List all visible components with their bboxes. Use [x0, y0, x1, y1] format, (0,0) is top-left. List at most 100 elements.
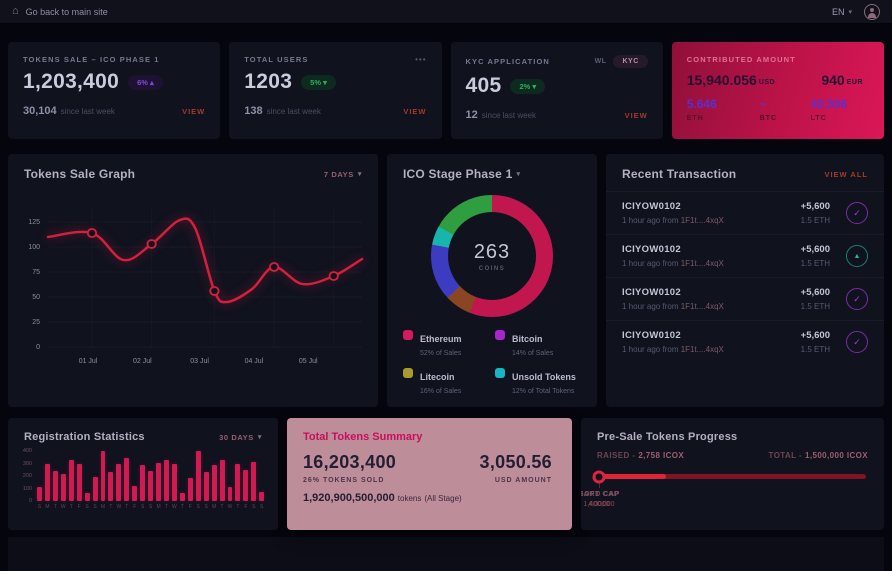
softcap-label: SOFT CAP 4,0000	[581, 491, 620, 508]
back-to-main-site-link[interactable]: ⌂ Go back to main site	[12, 6, 108, 17]
recent-transaction-panel: Recent Transaction VIEW ALL ICIYOW0102 1…	[606, 154, 884, 407]
y-tick-label: 75	[32, 269, 40, 276]
transaction-row[interactable]: ICIYOW0102 1 hour ago from 1F1t....4xqX …	[606, 320, 884, 363]
transaction-row[interactable]: ICIYOW0102 1 hour ago from 1F1t....4xqX …	[606, 234, 884, 277]
donut-center: 263 COINS	[448, 212, 536, 300]
registration-bar	[37, 487, 42, 501]
view-all-link[interactable]: VIEW ALL	[824, 169, 868, 179]
registration-bar	[84, 492, 90, 501]
total-users-view-link[interactable]: VIEW	[403, 107, 427, 116]
transaction-status-check-icon: ✓	[846, 202, 868, 224]
bar-y-label: 0	[28, 498, 32, 504]
bar-x-label: M	[156, 504, 161, 510]
contributed-amount-card: CONTRIBUTED AMOUNT 15,940.056 USD 940 EUR …	[671, 42, 884, 139]
bar-x-label: T	[69, 504, 73, 510]
tokens-sale-value: 1,203,400	[23, 70, 120, 93]
tokens-graph-range-dropdown[interactable]: 7 DAYS ▾	[323, 169, 362, 179]
registration-bar	[76, 463, 82, 501]
legend-item-ethereum: Ethereum 52% of Sales	[403, 329, 489, 357]
registration-range-dropdown[interactable]: 30 DAYS ▾	[219, 432, 262, 442]
presale-progress-panel: Pre-Sale Tokens Progress RAISED -2,758 I…	[581, 418, 884, 530]
bar-x-label: S	[260, 504, 264, 510]
chevron-down-icon: ▾	[516, 171, 521, 178]
bar-x-label: F	[133, 504, 137, 510]
tokens-sale-trend-badge: 6% ▴	[128, 74, 163, 90]
bar-x-label: M	[212, 504, 217, 510]
kyc-label: KYC APPLICATION	[465, 57, 550, 66]
chevron-down-icon: ▾	[257, 434, 262, 441]
bar-x-label: W	[60, 504, 66, 510]
kyc-toggle[interactable]: KYC	[613, 55, 648, 68]
hardcap-label: HARD CAP 1,400,000	[581, 491, 620, 508]
presale-slider-handle[interactable]	[592, 470, 606, 483]
bar-x-label: W	[227, 504, 233, 510]
bar-x-label: F	[244, 504, 248, 510]
registration-bar	[52, 470, 58, 501]
hardcap-tick	[599, 483, 600, 488]
tokens-line-xaxis: 01 Jul 02 Jul 03 Jul 04 Jul 05 Jul	[48, 355, 334, 371]
x-tick-label: 03 Jul	[190, 358, 209, 365]
legend-item-bitcoin: Bitcoin 14% of Sales	[495, 329, 581, 357]
bar-x-label: S	[37, 504, 42, 510]
registration-bar	[100, 451, 106, 501]
contributed-usd: 15,940.056 USD	[686, 72, 776, 88]
language-selector[interactable]: EN ▾	[832, 7, 852, 17]
registration-bar	[60, 474, 66, 501]
contributed-btc: ~ BTC	[759, 97, 778, 122]
more-options-icon[interactable]: •••	[415, 55, 427, 64]
legend-item-litecoin: Litecoin 16% of Sales	[403, 367, 489, 395]
registration-title: Registration Statistics	[24, 431, 145, 443]
tokens-graph-title: Tokens Sale Graph	[24, 167, 136, 181]
contributed-label: CONTRIBUTED AMOUNT	[686, 55, 796, 64]
presale-cap-labels: SOFT CAP 4,0000 HARD CAP 1,400,000	[581, 481, 866, 511]
presale-title: Pre-Sale Tokens Progress	[597, 431, 738, 443]
bar-x-label: S	[85, 504, 89, 510]
back-label: Go back to main site	[25, 6, 108, 17]
kyc-trend-badge: 2% ▾	[510, 78, 546, 94]
wl-toggle[interactable]: WL	[594, 58, 607, 65]
ico-donut-chart: 263 COINS	[431, 195, 553, 317]
bar-x-label: S	[204, 504, 208, 510]
y-tick-label: 0	[36, 344, 40, 351]
summary-tokens: 16,203,400 26% TOKENS SOLD	[303, 452, 397, 484]
bar-x-label: F	[188, 504, 192, 510]
registration-bar	[251, 462, 257, 501]
x-tick-label: 05 Jul	[298, 358, 318, 365]
tokens-line-yaxis: 0 25 50 75 100 125	[20, 201, 40, 351]
bottom-row: Registration Statistics 30 DAYS ▾ 0 100 200…	[8, 418, 884, 530]
tokens-sale-delta: 30,104 since last week	[23, 105, 115, 117]
home-icon: ⌂	[12, 5, 19, 17]
tokens-sale-card: TOKENS SALE – ICO PHASE 1 1,203,400 6% ▴…	[8, 42, 221, 139]
registration-bar	[187, 478, 193, 501]
kyc-application-card: KYC APPLICATION WL KYC 405 2% ▾ 12 since …	[450, 42, 663, 139]
registration-bar	[171, 463, 177, 501]
x-tick-label: 01 Jul	[78, 358, 98, 365]
y-tick-label: 125	[28, 219, 40, 226]
legend-swatch	[495, 368, 505, 378]
registration-bar	[140, 465, 146, 501]
registration-bar	[203, 471, 209, 501]
tokens-sale-label: TOKENS SALE – ICO PHASE 1	[23, 55, 160, 64]
ico-stage-dropdown[interactable]: ICO Stage Phase 1 ▾	[403, 167, 521, 181]
user-avatar[interactable]	[864, 3, 880, 20]
transaction-row[interactable]: ICIYOW0102 1 hour ago from 1F1t....4xqX …	[606, 277, 884, 320]
middle-row: Tokens Sale Graph 7 DAYS ▾ 0 25 50 75 100 125 …	[8, 154, 884, 407]
bar-x-label: T	[109, 504, 113, 510]
donut-center-value: 263	[473, 240, 511, 263]
transaction-row[interactable]: ICIYOW0102 1 hour ago from 1F1t....4xqX …	[606, 191, 884, 234]
contributed-eth: 5.646 ETH	[686, 97, 717, 122]
total-tokens-summary-card: Total Tokens Summary 16,203,400 26% TOKE…	[287, 418, 572, 530]
bar-x-label: M	[100, 504, 106, 510]
tokens-line-plot	[46, 201, 364, 351]
contributed-ltc: 40.506 LTC	[810, 97, 848, 122]
registration-bars-plot	[37, 449, 265, 501]
kyc-view-link[interactable]: VIEW	[624, 111, 648, 120]
transaction-status-check-icon: ✓	[846, 288, 868, 310]
bar-y-label: 200	[22, 473, 32, 480]
transaction-status-check-icon: ✓	[846, 331, 868, 353]
presale-progress-slider[interactable]	[592, 470, 866, 488]
presale-raised: RAISED -2,758 ICOX	[597, 451, 685, 460]
footer-strip	[8, 537, 884, 571]
tokens-sale-view-link[interactable]: VIEW	[182, 107, 206, 116]
kyc-value: 405	[465, 74, 502, 97]
